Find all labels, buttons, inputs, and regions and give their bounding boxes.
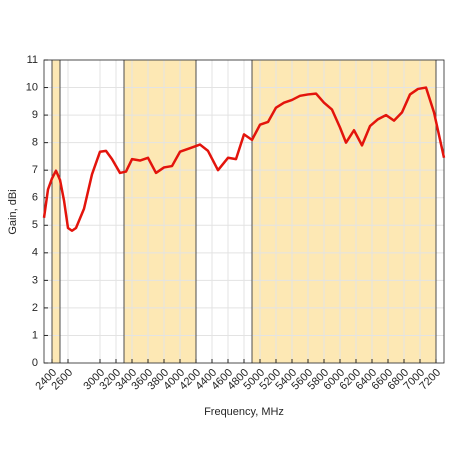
y-tick-label: 8	[32, 137, 38, 149]
y-tick-label: 0	[32, 357, 38, 369]
y-tick-label: 10	[26, 81, 38, 93]
y-tick-label: 2	[32, 302, 38, 314]
y-axis-label: Gain, dBi	[7, 189, 19, 234]
y-tick-label: 6	[32, 192, 38, 204]
y-tick-label: 5	[32, 219, 38, 231]
band	[252, 60, 436, 363]
band	[52, 60, 60, 363]
y-tick-label: 3	[32, 274, 38, 286]
y-tick-label: 4	[32, 247, 38, 259]
y-tick-label: 7	[32, 164, 38, 176]
band	[124, 60, 196, 363]
x-axis-label: Frequency, MHz	[204, 406, 284, 418]
data-line	[42, 86, 446, 233]
y-tick-label: 1	[32, 329, 38, 341]
y-tick-label: 11	[27, 54, 38, 66]
y-tick-label: 9	[32, 109, 38, 121]
